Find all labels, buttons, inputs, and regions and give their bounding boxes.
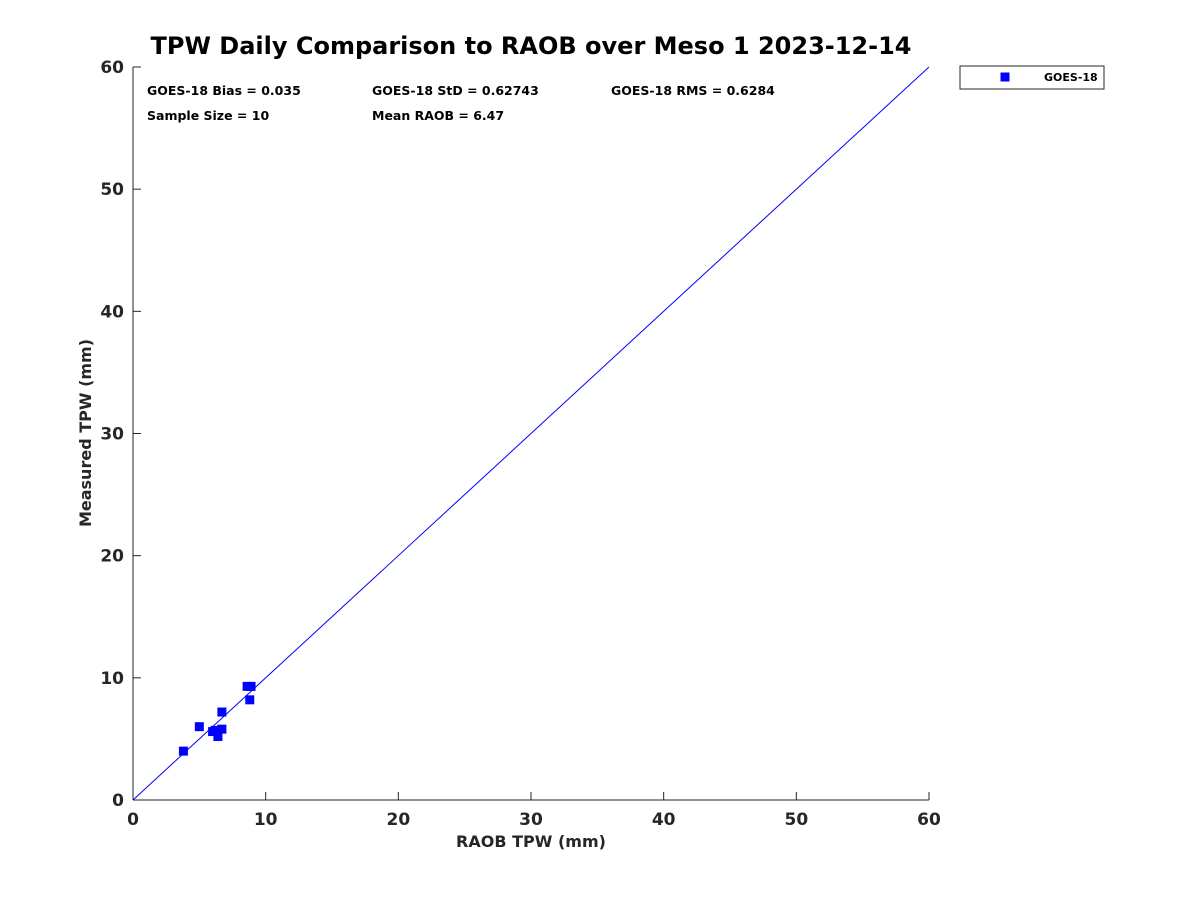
legend-marker	[1000, 72, 1010, 82]
y-tick-label: 50	[100, 180, 124, 200]
bias-annotation: GOES-18 Bias = 0.035	[147, 83, 301, 98]
data-point	[245, 695, 255, 705]
rms-annotation: GOES-18 RMS = 0.6284	[611, 83, 775, 98]
stats-annotations: GOES-18 Bias = 0.035 GOES-18 StD = 0.627…	[147, 83, 775, 123]
x-tick-label: 0	[127, 810, 139, 830]
data-point	[210, 725, 220, 735]
plot-area: 0 10 20 30 40 50 60 0 10 20 30 40 50 60	[100, 58, 941, 830]
x-tick-label: 10	[254, 810, 278, 830]
chart-title: TPW Daily Comparison to RAOB over Meso 1…	[150, 32, 911, 60]
data-point	[217, 724, 227, 734]
y-tick-label: 20	[100, 547, 124, 567]
data-point	[178, 746, 188, 756]
data-point	[246, 681, 256, 691]
data-point	[213, 731, 223, 741]
axis-ticks: 0 10 20 30 40 50 60 0 10 20 30 40 50 60	[100, 58, 941, 830]
legend-label-goes-18: GOES-18	[1044, 71, 1098, 84]
data-point	[217, 707, 227, 717]
reference-line-1to1	[132, 66, 930, 801]
x-axis-label: RAOB TPW (mm)	[456, 832, 606, 851]
data-point	[194, 722, 204, 732]
data-points	[178, 681, 256, 756]
mean-raob-annotation: Mean RAOB = 6.47	[372, 108, 504, 123]
x-tick-label: 30	[519, 810, 543, 830]
y-axis-label: Measured TPW (mm)	[76, 339, 95, 527]
legend-box	[959, 65, 1105, 90]
x-tick-label: 60	[917, 810, 941, 830]
sample-size-annotation: Sample Size = 10	[147, 108, 269, 123]
y-tick-label: 40	[100, 302, 124, 322]
x-tick-label: 40	[652, 810, 676, 830]
x-tick-label: 50	[784, 810, 808, 830]
one-to-one-line	[132, 66, 930, 801]
std-annotation: GOES-18 StD = 0.62743	[372, 83, 539, 98]
y-tick-label: 30	[100, 425, 124, 445]
legend: GOES-18	[959, 65, 1105, 90]
y-tick-label: 60	[100, 58, 124, 78]
x-tick-label: 20	[386, 810, 410, 830]
y-tick-label: 10	[100, 669, 124, 689]
y-tick-label: 0	[112, 791, 124, 811]
